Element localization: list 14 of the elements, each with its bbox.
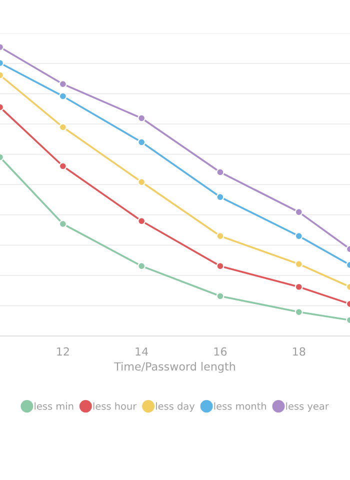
point (294, 208, 303, 216)
x-tick-label: 14 (136, 347, 148, 356)
x-tick-label: 16 (214, 347, 227, 356)
legend-label: less year (286, 402, 329, 412)
x-tick-label: 18 (293, 347, 306, 356)
point (138, 138, 146, 146)
point (216, 168, 224, 176)
legend-label: less month (214, 402, 266, 410)
legend-label: less day (156, 402, 195, 412)
legend-label: less min (34, 402, 74, 410)
legend-label: less hour (93, 402, 137, 410)
x-tick-label: 12 (57, 347, 69, 356)
x-axis-title: Time/Password length (114, 362, 235, 373)
point (138, 114, 146, 122)
